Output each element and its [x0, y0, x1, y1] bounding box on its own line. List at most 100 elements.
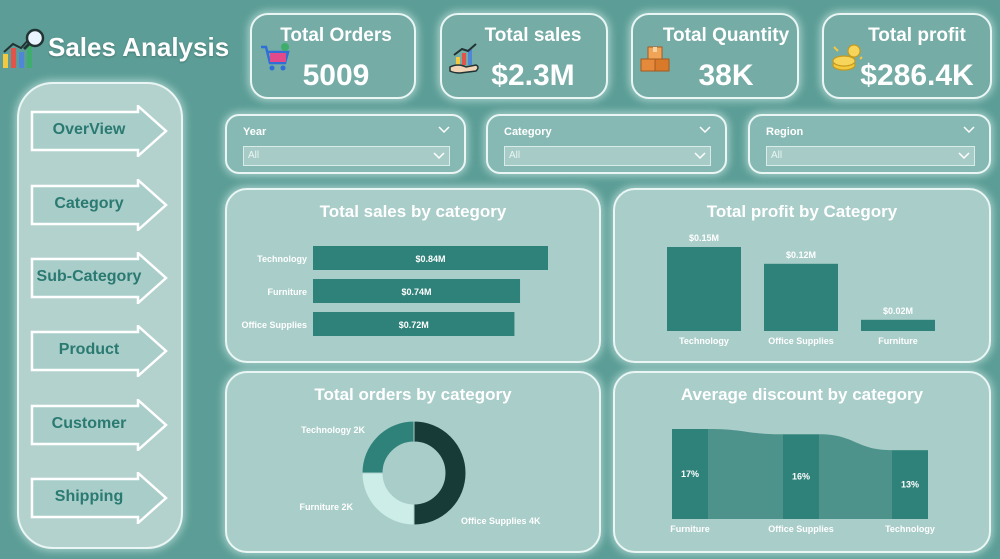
- arrow-shape-icon: [30, 325, 168, 377]
- year-slicer: Year All: [225, 114, 466, 174]
- data-label: $0.84M: [415, 254, 445, 264]
- page-title: Sales Analysis: [48, 32, 230, 62]
- category-tick-label: Office Supplies: [241, 320, 307, 330]
- ribbon-column: [672, 429, 708, 519]
- shopping-cart-icon: [261, 43, 290, 71]
- kpi-label: Total Orders: [280, 25, 392, 46]
- data-label: 16%: [792, 472, 810, 482]
- kpi-label: Total sales: [484, 25, 582, 46]
- chart-title: Total profit by Category: [706, 202, 898, 221]
- column: [667, 247, 741, 331]
- year-dropdown[interactable]: All: [243, 146, 450, 166]
- donut-slice: [361, 420, 415, 474]
- kpi-value: $286.4K: [860, 59, 974, 92]
- nav-product-button[interactable]: Product: [30, 325, 168, 377]
- orders-by-category-chart: Office Supplies 4K Furniture 2K Technology…: [225, 371, 601, 553]
- slice-label: Technology 2K: [301, 425, 365, 435]
- chevron-down-icon: [958, 152, 970, 160]
- category-tick-label: Furniture: [268, 287, 308, 297]
- region-dropdown[interactable]: All: [766, 146, 975, 166]
- nav-customer-button[interactable]: Customer: [30, 399, 168, 451]
- nav-label: Customer: [51, 415, 127, 432]
- bar-chart-magnifier-icon: [3, 28, 45, 68]
- chart-title: Total orders by category: [314, 385, 512, 404]
- chevron-down-icon[interactable]: [963, 124, 975, 136]
- donut-slice: [413, 420, 467, 526]
- dashboard-header: Sales Analysis: [0, 22, 245, 74]
- slice-label: Furniture 2K: [299, 502, 353, 512]
- ribbon-column: [892, 450, 928, 519]
- chevron-down-icon[interactable]: [699, 124, 711, 136]
- nav-label: Shipping: [54, 488, 124, 505]
- arrow-shape-icon: [30, 399, 168, 451]
- data-label: $0.74M: [401, 287, 431, 297]
- data-label: $0.15M: [689, 233, 719, 243]
- kpi-card-total-orders: Total Orders 5009: [250, 13, 416, 99]
- sales-by-category-chart: Technology $0.84M Furniture $0.74M Office Su…: [225, 188, 601, 363]
- category-tick-label: Technology: [885, 524, 935, 534]
- kpi-value: 5009: [302, 59, 370, 92]
- dropdown-value: All: [771, 150, 783, 161]
- arrow-shape-icon: [30, 472, 168, 524]
- money-coins-icon: [832, 44, 863, 71]
- dropdown-value: All: [248, 150, 260, 161]
- profit-by-category-chart: $0.15M Technology $0.12M Office Supplies $0.…: [613, 188, 991, 363]
- category-slicer: Category All: [486, 114, 727, 174]
- slice-label: Office Supplies 4K: [461, 516, 541, 526]
- nav-shipping-button[interactable]: Shipping: [30, 472, 168, 524]
- kpi-value: 38K: [698, 59, 754, 92]
- category-tick-label: Technology: [257, 254, 307, 264]
- slicer-title: Year: [243, 126, 267, 138]
- category-dropdown[interactable]: All: [504, 146, 711, 166]
- bar: [313, 312, 515, 336]
- category-tick-label: Office Supplies: [768, 524, 834, 534]
- column: [764, 263, 838, 331]
- chevron-down-icon[interactable]: [438, 124, 450, 136]
- chevron-down-icon: [694, 152, 706, 160]
- arrow-shape-icon: [30, 105, 168, 157]
- data-label: $0.02M: [883, 306, 913, 316]
- profit-column-chart: $0.15M Technology $0.12M Office Supplies $0.…: [667, 233, 935, 346]
- data-label: 13%: [901, 480, 919, 490]
- data-label: $0.12M: [786, 250, 816, 260]
- nav-label: Sub-Category: [36, 268, 142, 285]
- chart-title: Average discount by category: [680, 385, 924, 404]
- nav-label: Category: [54, 195, 124, 212]
- category-tick-label: Technology: [679, 336, 729, 346]
- sales-bar-chart: Technology $0.84M Furniture $0.74M Office Su…: [241, 246, 548, 336]
- kpi-label: Total Quantity: [662, 25, 790, 46]
- discount-ribbon-chart: 17% Furniture 16% Office Supplies 13% Technol…: [670, 429, 935, 534]
- chart-title: Total sales by category: [319, 202, 507, 221]
- column: [861, 319, 935, 331]
- hand-growth-chart-icon: [449, 43, 479, 74]
- nav-label: OverView: [52, 121, 126, 138]
- kpi-card-total-sales: Total sales $2.3M: [440, 13, 608, 99]
- ribbon-connector: [819, 434, 892, 519]
- category-tick-label: Furniture: [878, 336, 918, 346]
- data-label: 17%: [681, 469, 699, 479]
- kpi-card-total-quantity: Total Quantity 38K: [631, 13, 799, 99]
- ribbon-connector: [708, 429, 783, 519]
- nav-sub-category-button[interactable]: Sub-Category: [30, 252, 168, 304]
- orders-donut-chart: Office Supplies 4K Furniture 2K Technology…: [299, 420, 541, 526]
- nav-category-button[interactable]: Category: [30, 179, 168, 231]
- category-tick-label: Furniture: [670, 524, 710, 534]
- arrow-shape-icon: [30, 179, 168, 231]
- boxes-icon: [640, 46, 670, 72]
- dropdown-value: All: [509, 150, 521, 161]
- kpi-label: Total profit: [868, 25, 966, 46]
- nav-overview-button[interactable]: OverView: [30, 105, 168, 157]
- category-tick-label: Office Supplies: [768, 336, 834, 346]
- arrow-shape-icon: [30, 252, 168, 304]
- slicer-title: Category: [504, 126, 552, 138]
- ribbon-column: [783, 434, 819, 519]
- region-slicer: Region All: [748, 114, 991, 174]
- navigation-panel: [17, 82, 183, 549]
- kpi-value: $2.3M: [491, 59, 575, 92]
- kpi-card-total-profit: Total profit $286.4K: [822, 13, 992, 99]
- discount-by-category-chart: 17% Furniture 16% Office Supplies 13% Technol…: [613, 371, 991, 553]
- bar: [313, 246, 548, 270]
- nav-label: Product: [58, 341, 120, 358]
- slicer-title: Region: [766, 126, 804, 138]
- donut-slice: [361, 472, 415, 526]
